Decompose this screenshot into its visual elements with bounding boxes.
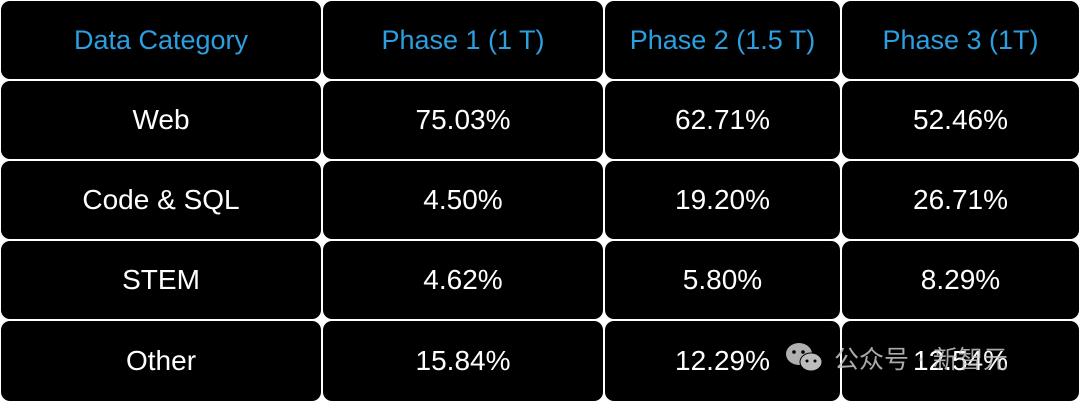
header-phase-3: Phase 3 (1T)	[842, 1, 1079, 79]
row-label-web: Web	[1, 81, 321, 159]
cell-stem-phase-2: 5.80%	[605, 241, 840, 319]
header-phase-2: Phase 2 (1.5 T)	[605, 1, 840, 79]
row-label-stem: STEM	[1, 241, 321, 319]
row-label-code-sql: Code & SQL	[1, 161, 321, 239]
cell-other-phase-1: 15.84%	[323, 321, 603, 401]
cell-other-phase-3: 12.54%	[842, 321, 1079, 401]
cell-stem-phase-1: 4.62%	[323, 241, 603, 319]
cell-web-phase-3: 52.46%	[842, 81, 1079, 159]
header-phase-1: Phase 1 (1 T)	[323, 1, 603, 79]
cell-other-phase-2: 12.29%	[605, 321, 840, 401]
cell-web-phase-1: 75.03%	[323, 81, 603, 159]
cell-code-sql-phase-1: 4.50%	[323, 161, 603, 239]
cell-code-sql-phase-2: 19.20%	[605, 161, 840, 239]
cell-web-phase-2: 62.71%	[605, 81, 840, 159]
cell-stem-phase-3: 8.29%	[842, 241, 1079, 319]
cell-code-sql-phase-3: 26.71%	[842, 161, 1079, 239]
row-label-other: Other	[1, 321, 321, 401]
header-data-category: Data Category	[1, 1, 321, 79]
